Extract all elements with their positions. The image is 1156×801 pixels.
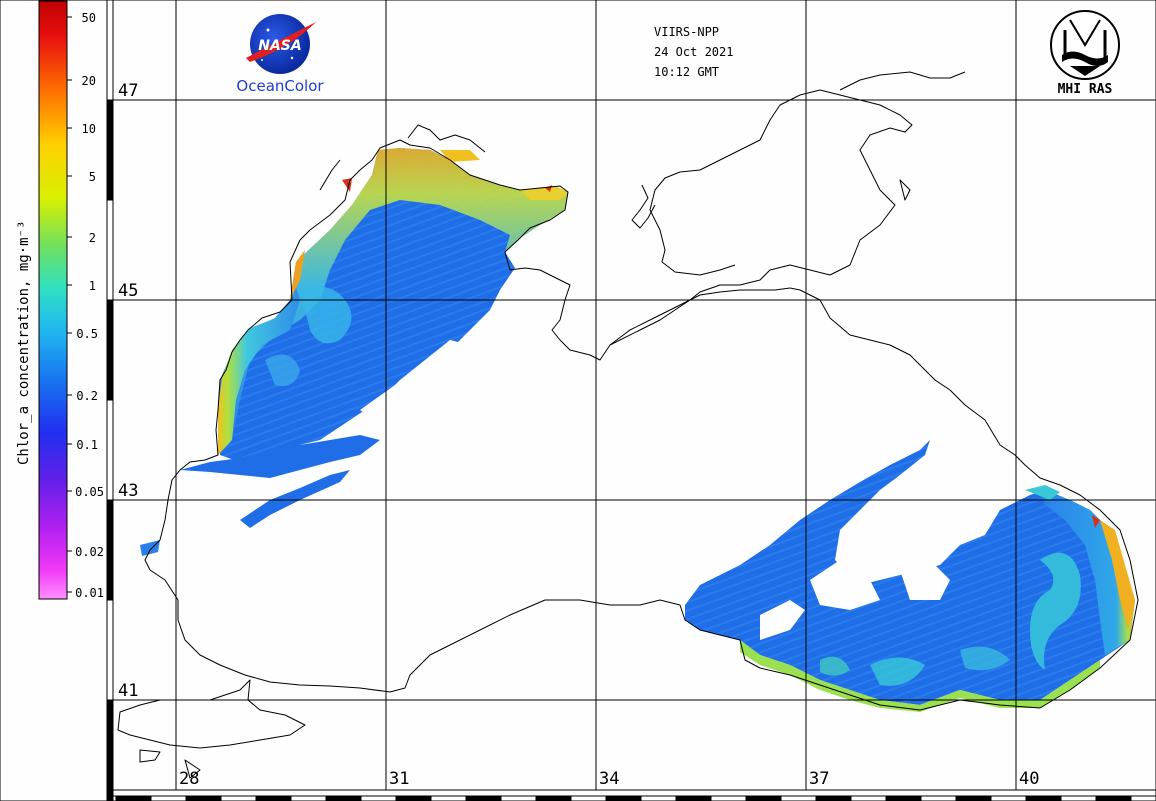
scale-segment bbox=[1130, 795, 1156, 801]
scale-segment bbox=[605, 795, 642, 801]
scale-segment bbox=[325, 795, 362, 801]
scale-segment bbox=[955, 795, 992, 801]
colorbar-tick: 20 bbox=[82, 74, 96, 88]
lon-labels: 28 31 34 37 40 bbox=[179, 769, 1039, 789]
lat-label: 41 bbox=[118, 681, 138, 701]
latitude-scale-bar bbox=[106, 0, 114, 801]
colorbar-tick: 0.05 bbox=[75, 485, 104, 499]
scale-segment bbox=[220, 795, 257, 801]
scale-segment bbox=[106, 99, 114, 201]
colorbar-tick: 10 bbox=[82, 122, 96, 136]
date-label: 24 Oct 2021 bbox=[654, 45, 733, 59]
scale-segment bbox=[920, 795, 957, 801]
nasa-wordmark: NASA bbox=[258, 38, 301, 54]
scale-segment bbox=[570, 795, 607, 801]
time-label: 10:12 GMT bbox=[654, 65, 719, 79]
scale-segment bbox=[885, 795, 922, 801]
colorbar-title: Chlor_a concentration, mg·m⁻³ bbox=[16, 221, 32, 465]
lon-label: 28 bbox=[179, 769, 199, 789]
scale-segment bbox=[500, 795, 537, 801]
scale-segment bbox=[675, 795, 712, 801]
chlorophyll-field-west bbox=[140, 148, 568, 556]
colorbar-tick: 0.5 bbox=[76, 327, 98, 341]
coastline bbox=[117, 71, 1139, 779]
scale-segment bbox=[1060, 795, 1097, 801]
longitude-scale-bar bbox=[115, 795, 1156, 801]
lat-label: 45 bbox=[118, 281, 138, 301]
scale-segment bbox=[850, 795, 887, 801]
scale-segment bbox=[1025, 795, 1062, 801]
scale-segment bbox=[465, 795, 502, 801]
lon-label: 40 bbox=[1019, 769, 1039, 789]
colorbar-tick: 0.02 bbox=[75, 545, 104, 559]
scale-segment bbox=[990, 795, 1027, 801]
oceancolor-wordmark: OceanColor bbox=[236, 77, 324, 95]
scale-segment bbox=[710, 795, 747, 801]
scale-segment bbox=[150, 795, 187, 801]
lon-label: 37 bbox=[809, 769, 829, 789]
colorbar-tick: 5 bbox=[89, 170, 96, 184]
colorbar-ramp bbox=[38, 0, 68, 600]
header: VIIRS-NPP 24 Oct 2021 10:12 GMT bbox=[654, 25, 733, 79]
lat-label: 47 bbox=[118, 81, 138, 101]
scale-segment bbox=[115, 795, 152, 801]
sensor-label: VIIRS-NPP bbox=[654, 25, 719, 39]
colorbar-tick: 50 bbox=[82, 11, 96, 25]
lat-lon-grid bbox=[107, 0, 1156, 790]
colorbar: 50 20 10 5 2 1 0.5 0.2 0.1 0.05 0.02 0.0… bbox=[16, 0, 104, 600]
scale-segment bbox=[430, 795, 467, 801]
chlorophyll-field-east bbox=[685, 440, 1135, 712]
lat-label: 43 bbox=[118, 481, 138, 501]
scale-segment bbox=[255, 795, 292, 801]
scale-segment bbox=[395, 795, 432, 801]
scale-segment bbox=[185, 795, 222, 801]
colorbar-tick: 2 bbox=[89, 231, 96, 245]
scale-segment bbox=[535, 795, 572, 801]
scale-segment bbox=[780, 795, 817, 801]
scale-segment bbox=[106, 399, 114, 501]
scale-segment bbox=[290, 795, 327, 801]
colorbar-tick: 1 bbox=[89, 279, 96, 293]
lon-label: 31 bbox=[389, 769, 409, 789]
scale-segment bbox=[815, 795, 852, 801]
scale-segment bbox=[360, 795, 397, 801]
colorbar-tick: 0.1 bbox=[76, 438, 98, 452]
scale-segment bbox=[106, 0, 114, 101]
scale-segment bbox=[745, 795, 782, 801]
colorbar-tick: 0.01 bbox=[75, 586, 104, 600]
scale-segment bbox=[106, 699, 114, 801]
scale-segment bbox=[106, 599, 114, 701]
lon-label: 34 bbox=[599, 769, 619, 789]
scale-segment bbox=[640, 795, 677, 801]
nasa-logo: NASA OceanColor bbox=[236, 14, 324, 95]
scale-segment bbox=[106, 199, 114, 301]
colorbar-tick: 0.2 bbox=[76, 389, 98, 403]
mhi-wordmark: MHI RAS bbox=[1058, 82, 1113, 97]
lat-labels: 47 45 43 41 bbox=[118, 81, 138, 701]
mhi-ras-logo: MHI RAS bbox=[1050, 10, 1120, 97]
scale-segment bbox=[1095, 795, 1132, 801]
scale-segment bbox=[106, 499, 114, 601]
scale-segment bbox=[106, 299, 114, 401]
